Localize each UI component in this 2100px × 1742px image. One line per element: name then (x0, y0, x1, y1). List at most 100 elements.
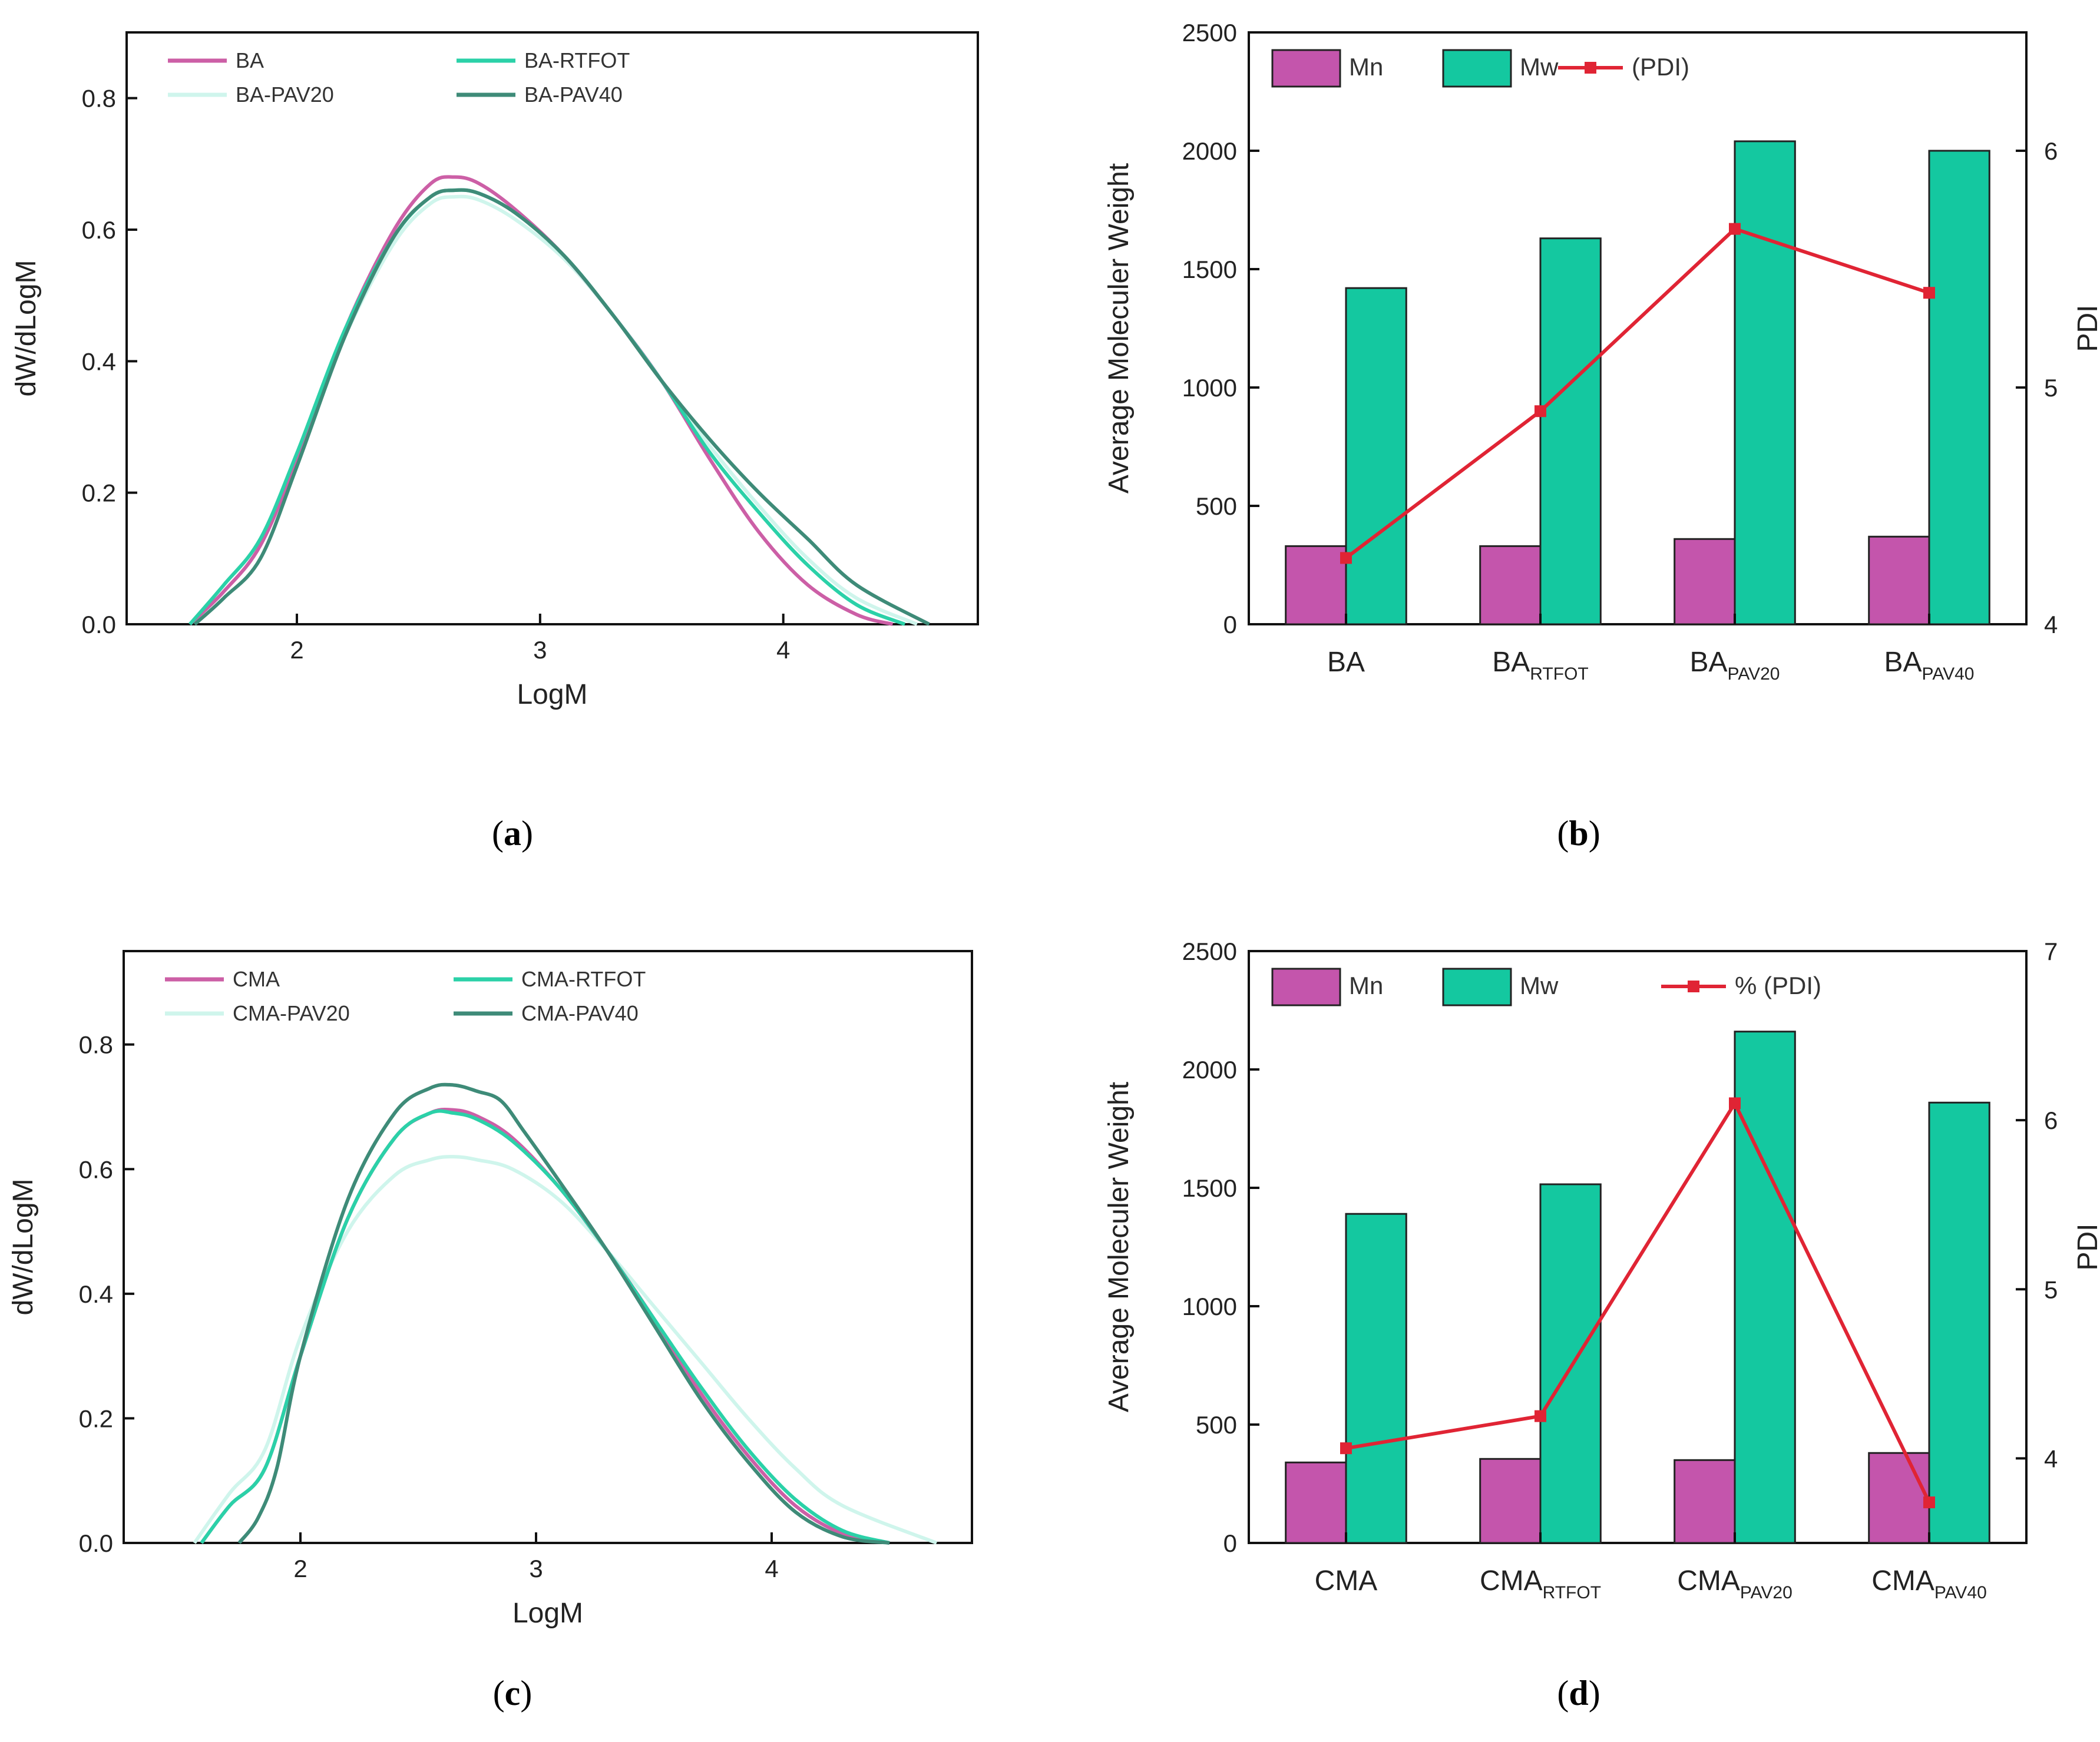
bar-mn (1285, 1461, 1347, 1544)
category-subscript: RTFOT (1543, 1583, 1601, 1602)
bar-mn (1674, 1459, 1736, 1544)
bar-mw (1345, 1213, 1407, 1544)
pdi-line (1345, 1099, 1931, 1503)
y2-tick-label: 7 (2044, 938, 2058, 965)
panel-b: 0 500 1000 1500 2000 2500 4 5 6 Average Moleculer… (1103, 19, 2100, 853)
legend-label: CMA-PAV40 (521, 1001, 639, 1025)
y-axis-label: Average Moleculer Weight (1103, 1082, 1135, 1412)
pdi-marker (1729, 223, 1741, 235)
category-label: CMAPAV40 (1871, 1565, 1987, 1602)
panel-caption: (b) (1557, 814, 1600, 853)
legend-label: BA-PAV40 (524, 82, 623, 107)
pdi-marker (1535, 1410, 1546, 1422)
category-subscript: PAV40 (1934, 1583, 1987, 1602)
pdi-marker (1729, 1097, 1741, 1110)
y-tick-label: 500 (1196, 1411, 1237, 1439)
y-tick-label: 0 (1223, 611, 1237, 638)
y-tick-label: 0.0 (82, 611, 116, 638)
category-base: CMA (1677, 1565, 1740, 1597)
category-base: CMA (1871, 1565, 1934, 1597)
y-tick-label: 2500 (1182, 19, 1237, 47)
x-axis-label: LogM (517, 679, 587, 710)
panel-caption: (d) (1557, 1674, 1600, 1713)
bar-mw (1928, 150, 1990, 625)
y-tick-label: 0.6 (79, 1155, 113, 1183)
y2-tick-label: 4 (2044, 611, 2058, 638)
y2-axis-label: PDI (2072, 1223, 2100, 1270)
y-tick-label: 2000 (1182, 1056, 1237, 1084)
legend-swatch (1442, 968, 1512, 1006)
legend-label: BA-PAV20 (236, 82, 334, 107)
legend-marker (1688, 981, 1699, 992)
y-tick-label: 0 (1223, 1529, 1237, 1557)
legend-label: Mw (1520, 53, 1559, 81)
bar-mw (1734, 1031, 1796, 1544)
legend-label: (PDI) (1632, 53, 1689, 81)
category-label: CMAPAV20 (1677, 1565, 1793, 1602)
panel-c: 2 3 4 0.0 0.2 0.4 0.6 0.8 LogM dW/dLogM CMA CMA-RTF… (8, 950, 973, 1713)
category-label: CMARTFOT (1480, 1565, 1601, 1602)
category-label: BARTFOT (1492, 647, 1588, 684)
bar-mn (1479, 1458, 1542, 1544)
bar-mn (1868, 535, 1930, 625)
bar-mw (1539, 237, 1602, 625)
panel-d: 0 500 1000 1500 2000 2500 4 5 6 7 Average Molecule… (1103, 938, 2100, 1713)
category-base: CMA (1315, 1565, 1378, 1597)
caption-letter: c (505, 1674, 521, 1713)
series-line-cma-pav20 (193, 1155, 938, 1545)
bar-mn (1674, 538, 1736, 625)
pdi-marker (1923, 287, 1935, 299)
y-tick-label: 1000 (1182, 1293, 1237, 1320)
x-axis-label: LogM (512, 1598, 583, 1629)
bar-mn (1479, 545, 1542, 625)
series-line-ba-pav20 (188, 194, 918, 626)
plot-frame (1248, 31, 2028, 625)
legend-label: Mn (1349, 972, 1383, 999)
y-axis-label: dW/dLogM (8, 1178, 39, 1315)
legend-swatch (1442, 49, 1512, 88)
y-tick-label: 0.4 (82, 347, 116, 375)
category-subscript: PAV20 (1740, 1583, 1793, 1602)
y-axis-label: dW/dLogM (11, 260, 42, 396)
y-tick-label: 2500 (1182, 938, 1237, 965)
category-base: BA (1884, 647, 1922, 678)
y2-tick-label: 5 (2044, 1276, 2058, 1303)
legend-label: CMA (233, 967, 280, 991)
category-label: BAPAV40 (1884, 647, 1975, 684)
bar-mw (1734, 140, 1796, 625)
pdi-marker (1340, 1442, 1352, 1455)
category-base: BA (1492, 647, 1530, 678)
y2-tick-label: 6 (2044, 137, 2058, 165)
y-tick-label: 2000 (1182, 137, 1237, 165)
x-tick-label: 2 (293, 1555, 307, 1582)
category-base: BA (1327, 647, 1365, 678)
y-tick-label: 0.2 (79, 1405, 113, 1432)
y2-tick-label: 4 (2044, 1445, 2058, 1472)
series-line-ba-rtfot (188, 188, 906, 626)
caption-letter: b (1569, 814, 1588, 853)
y-tick-label: 1500 (1182, 256, 1237, 283)
legend-marker (1585, 62, 1596, 74)
bar-mw (1928, 1101, 1990, 1544)
category-label: BA (1327, 647, 1365, 678)
panel-a: 2 3 4 0.0 0.2 0.4 0.6 0.8 LogM dW/dLogM BA BA-RTFOT… (11, 31, 979, 853)
bar-mn (1868, 1452, 1930, 1544)
legend-swatch (1271, 49, 1341, 88)
category-base: BA (1690, 647, 1728, 678)
y-tick-label: 0.6 (82, 216, 116, 244)
legend-label: Mn (1349, 53, 1383, 81)
series-line-ba-pav40 (193, 188, 930, 626)
caption-letter: d (1569, 1674, 1588, 1713)
plot-frame (123, 950, 973, 1544)
y-tick-label: 0.8 (79, 1031, 113, 1059)
series-line-cma-pav40 (237, 1082, 890, 1545)
x-tick-label: 3 (533, 636, 547, 664)
legend-swatch (1271, 968, 1341, 1006)
legend-label: Mw (1520, 972, 1559, 999)
legend-label: CMA-RTFOT (521, 967, 646, 991)
y-tick-label: 0.8 (82, 85, 116, 112)
y-tick-label: 0.2 (82, 479, 116, 507)
category-label: BAPAV20 (1690, 647, 1780, 684)
y-tick-label: 0.4 (79, 1280, 113, 1308)
